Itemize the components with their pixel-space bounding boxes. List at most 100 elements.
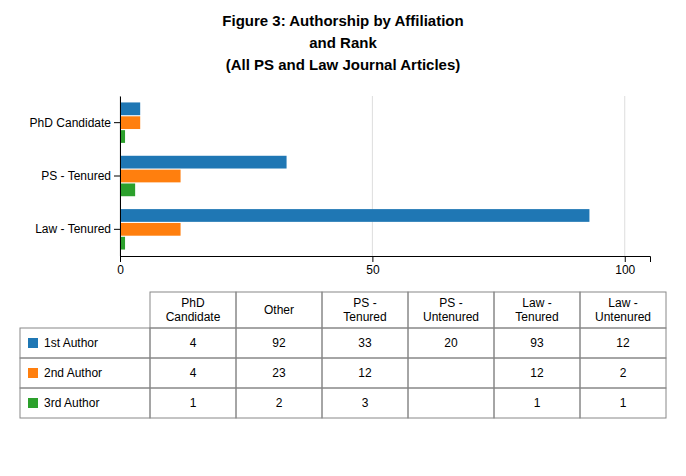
table-header: Other — [264, 303, 294, 317]
table-header-cell — [494, 292, 580, 328]
table-cell — [236, 328, 322, 358]
table-cell — [150, 358, 236, 388]
x-tick-label: 50 — [366, 263, 380, 277]
table-header-cell — [408, 292, 494, 328]
table-cell — [150, 328, 236, 358]
table-cell-text: 12 — [358, 366, 372, 380]
bar-series — [120, 116, 181, 235]
x-axis: 0 50 100 — [117, 256, 650, 277]
table-header-cell — [580, 292, 666, 328]
x-tick: 50 — [366, 256, 380, 277]
table-cell — [580, 358, 666, 388]
table-cell — [494, 328, 580, 358]
table-cell-text: 33 — [358, 336, 372, 350]
table-cell-text: 3 — [362, 396, 369, 410]
table-cell-text: 12 — [616, 336, 630, 350]
legend-entry: 1st Author — [44, 336, 98, 350]
bar — [120, 183, 135, 196]
y-tick: PhD Candidate — [30, 116, 120, 130]
table-cell-text: 1 — [620, 396, 627, 410]
x-tick-label: 0 — [117, 263, 124, 277]
table-header-line: Law - — [522, 296, 551, 310]
legend-entry: 3rd Author — [44, 396, 99, 410]
table-cell-text: 1 — [534, 396, 541, 410]
x-tick-mark — [625, 256, 626, 262]
y-axis-line — [120, 97, 121, 257]
table-cell — [322, 388, 408, 418]
table-row-label-cell — [20, 358, 150, 388]
table-cell — [580, 388, 666, 418]
x-axis-line — [121, 257, 651, 263]
y-tick: PS - Tenured — [41, 169, 120, 183]
legend-swatch — [28, 368, 38, 378]
table-header-line: Tenured — [343, 310, 386, 324]
y-tick: Law - Tenured — [35, 222, 120, 236]
table-cell-text: 2 — [620, 366, 627, 380]
bar — [120, 170, 181, 183]
table-header-cell — [236, 292, 322, 328]
bar-series — [120, 130, 135, 249]
table-cell — [236, 388, 322, 418]
bars — [120, 102, 589, 249]
y-tick-label: Law - Tenured — [35, 222, 111, 236]
table-header-cell — [322, 292, 408, 328]
title-line: Figure 3: Authorship by Affiliation — [222, 12, 463, 29]
x-tick-mark — [120, 256, 121, 262]
x-tick-label: 100 — [615, 263, 635, 277]
legend-entry: 2nd Author — [44, 366, 102, 380]
table-header-line: PhD — [181, 296, 205, 310]
table-header-line: Law - — [608, 296, 637, 310]
table-cell-text: 92 — [272, 336, 286, 350]
table-header-line: Other — [264, 303, 294, 317]
x-tick-mark — [372, 256, 373, 262]
table-cell-text: 23 — [272, 366, 286, 380]
title-line: and Rank — [309, 34, 377, 51]
bar — [120, 156, 287, 169]
y-tick-label: PhD Candidate — [30, 116, 112, 130]
table-cell-text: 20 — [444, 336, 458, 350]
y-tick-mark — [114, 176, 120, 177]
table-header-line: Untenured — [595, 310, 651, 324]
title-line: (All PS and Law Journal Articles) — [226, 56, 461, 73]
table-cell — [408, 328, 494, 358]
title: Figure 3: Authorship by Affiliation and R… — [222, 12, 463, 73]
table-cell — [322, 358, 408, 388]
table-cell — [408, 388, 494, 418]
bar — [120, 223, 181, 236]
table-cell-text: 4 — [190, 336, 197, 350]
bar-series — [120, 102, 589, 221]
x-tick: 0 — [117, 256, 124, 277]
y-tick-mark — [114, 122, 120, 123]
table-header: Law -Tenured — [515, 296, 558, 324]
table-cell-text: 12 — [530, 366, 544, 380]
legend-swatch — [28, 398, 38, 408]
table-cell — [494, 388, 580, 418]
table-cell-text: 93 — [530, 336, 544, 350]
table-header-cell — [150, 292, 236, 328]
chart-root: Figure 3: Authorship by Affiliation and R… — [0, 0, 686, 476]
table-header-line: PS - — [353, 296, 376, 310]
table-header: Law -Untenured — [595, 296, 651, 324]
table-header-line: Untenured — [423, 310, 479, 324]
legend-swatch — [28, 338, 38, 348]
y-tick-label: PS - Tenured — [41, 169, 111, 183]
table-cell — [236, 358, 322, 388]
table-cell — [150, 388, 236, 418]
x-tick: 100 — [615, 256, 635, 277]
grid-line — [372, 96, 373, 256]
bar — [120, 102, 140, 115]
grid — [120, 96, 625, 256]
y-tick-mark — [114, 229, 120, 230]
table-cell — [322, 328, 408, 358]
table-cell — [408, 358, 494, 388]
table-cell-text: 1 — [190, 396, 197, 410]
grid-line — [624, 96, 625, 256]
table-cell-text: 4 — [190, 366, 197, 380]
table-header-line: Candidate — [166, 310, 221, 324]
table-row-label-cell — [20, 328, 150, 358]
table: PhDCandidateOtherPS -TenuredPS -Untenure… — [20, 292, 666, 418]
table-cell-text: 2 — [276, 396, 283, 410]
table-header: PhDCandidate — [166, 296, 221, 324]
table-header-line: Tenured — [515, 310, 558, 324]
table-cell — [494, 358, 580, 388]
